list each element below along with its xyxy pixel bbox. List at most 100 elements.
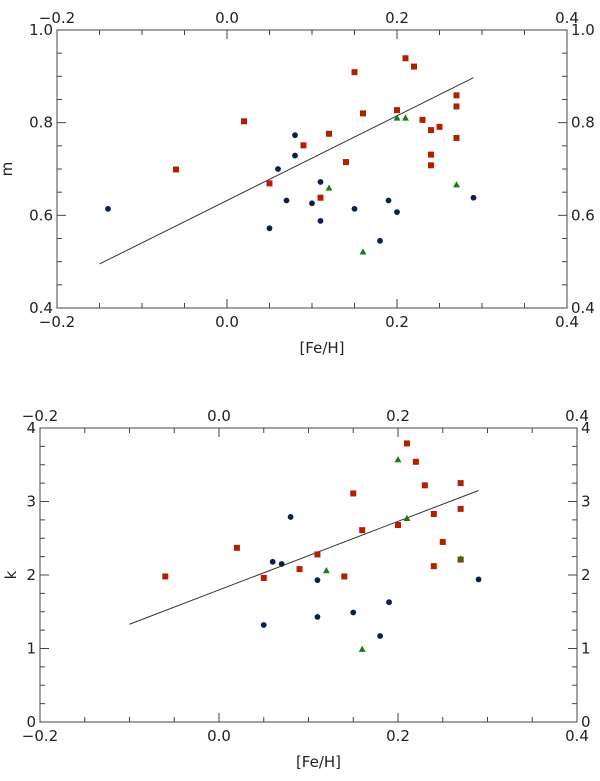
- data-point-triangle: [325, 184, 333, 191]
- fit-line: [129, 490, 479, 625]
- data-point-square: [343, 159, 349, 166]
- data-point-square: [428, 127, 434, 134]
- y-tick-label: 1: [26, 640, 36, 658]
- y-tick-label: 0.4: [29, 299, 53, 317]
- data-point-circle: [292, 132, 298, 139]
- y-tick-label-right: 0.4: [571, 299, 595, 317]
- data-point-square: [314, 551, 321, 558]
- x-tick-label-top: −0.2: [39, 9, 75, 27]
- data-point-circle: [377, 237, 383, 244]
- data-point-square: [317, 194, 324, 201]
- data-point-square: [403, 440, 410, 447]
- y-tick-label-right: 0.6: [571, 206, 595, 224]
- data-point-circle: [287, 514, 294, 520]
- x-tick-label-top: 0.4: [555, 9, 579, 27]
- data-point-circle: [317, 217, 324, 224]
- data-point-triangle: [402, 114, 409, 121]
- y-tick-label: 1.0: [29, 21, 53, 39]
- data-point-square: [411, 63, 417, 70]
- data-point-circle: [470, 194, 477, 201]
- y-tick-label: 3: [26, 493, 36, 511]
- data-point-triangle: [394, 456, 402, 463]
- x-tick-label-top: −0.2: [22, 407, 58, 425]
- y-tick-label: 0.6: [29, 206, 53, 224]
- data-point-square: [351, 69, 358, 76]
- x-tick-label: 0.0: [207, 727, 231, 745]
- x-axis-label: [Fe/H]: [296, 753, 341, 771]
- data-point-circle: [386, 599, 392, 606]
- y-tick-label-right: 1.0: [571, 21, 595, 39]
- data-point-square: [430, 510, 437, 517]
- y-tick-label: 2: [26, 566, 36, 584]
- y-tick-label-right: 2: [581, 566, 591, 584]
- data-point-circle: [314, 613, 321, 620]
- x-tick-label: −0.2: [39, 313, 75, 331]
- x-tick-label: 0.4: [565, 727, 589, 745]
- data-point-square: [402, 55, 409, 62]
- data-point-square: [453, 92, 460, 99]
- data-point-circle: [350, 609, 357, 616]
- data-point-circle: [105, 205, 111, 212]
- data-point-square: [341, 573, 348, 580]
- data-point-square: [173, 166, 179, 173]
- data-point-triangle: [453, 181, 460, 188]
- data-point-triangle: [358, 645, 366, 652]
- data-point-square: [233, 544, 240, 551]
- y-tick-label-right: 4: [581, 419, 591, 437]
- data-point-circle: [314, 577, 321, 584]
- data-point-square: [260, 574, 267, 581]
- data-point-square: [419, 116, 426, 123]
- data-point-square: [266, 180, 273, 187]
- y-tick-label-right: 1: [581, 640, 591, 658]
- data-point-square: [296, 566, 303, 573]
- data-point-circle: [317, 179, 324, 185]
- data-point-square: [412, 458, 419, 465]
- data-point-triangle: [403, 514, 411, 522]
- data-point-square: [453, 103, 460, 110]
- data-point-circle: [266, 225, 273, 232]
- data-point-square: [300, 142, 307, 149]
- data-point-circle: [278, 561, 285, 567]
- data-point-circle: [260, 622, 267, 628]
- plot-frame: [39, 427, 578, 723]
- y-tick-label-right: 0.8: [571, 114, 595, 132]
- chart-panel-1: −0.2−0.20.00.00.20.20.40.40.4 0.40.6 0.60.…: [0, 9, 595, 357]
- data-point-circle: [377, 633, 383, 639]
- data-point-square: [241, 118, 247, 125]
- data-point-circle: [351, 205, 358, 212]
- fit-line: [99, 77, 474, 265]
- data-point-square: [394, 107, 400, 114]
- x-tick-label: 0.2: [386, 727, 410, 745]
- plot-frame: [56, 29, 568, 309]
- data-point-circle: [275, 166, 281, 172]
- data-point-triangle: [323, 566, 330, 574]
- y-tick-label: 4: [26, 419, 36, 437]
- data-point-square: [457, 480, 464, 487]
- x-axis-label: [Fe/H]: [299, 339, 344, 357]
- y-axis-label: k: [2, 570, 20, 579]
- data-point-square: [457, 505, 464, 512]
- data-point-square: [428, 151, 434, 158]
- data-point-square: [162, 573, 169, 580]
- x-tick-label-top: 0.2: [386, 407, 410, 425]
- data-point-square: [359, 527, 366, 534]
- data-point-triangle: [457, 555, 465, 562]
- x-tick-label-top: 0.2: [385, 9, 409, 27]
- x-tick-label-top: 0.0: [207, 407, 231, 425]
- y-tick-label: 0: [26, 713, 36, 731]
- data-point-square: [421, 482, 428, 489]
- data-point-square: [360, 110, 366, 117]
- y-tick-label-right: 0: [581, 713, 591, 731]
- x-tick-label-top: 0.0: [215, 9, 239, 27]
- x-tick-label: −0.2: [22, 727, 58, 745]
- data-point-square: [326, 130, 332, 137]
- data-point-circle: [475, 576, 482, 583]
- y-tick-label: 0.8: [29, 114, 53, 132]
- data-point-square: [428, 162, 434, 169]
- data-point-square: [453, 134, 460, 141]
- data-point-triangle: [393, 114, 401, 121]
- data-point-circle: [309, 200, 315, 207]
- data-point-circle: [269, 558, 276, 565]
- x-tick-label: 0.0: [215, 313, 239, 331]
